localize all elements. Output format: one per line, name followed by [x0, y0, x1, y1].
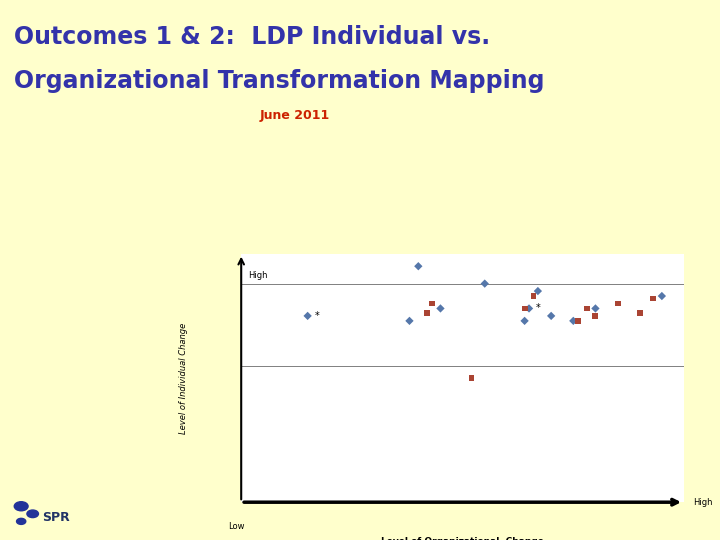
Point: [426, 299, 437, 308]
Circle shape: [27, 510, 38, 517]
Text: High: High: [693, 498, 712, 507]
Text: High: High: [248, 271, 267, 280]
Point: [532, 287, 544, 295]
Text: Outcomes 1 & 2:  LDP Individual vs.: Outcomes 1 & 2: LDP Individual vs.: [14, 25, 490, 49]
Point: [404, 316, 415, 325]
Point: [528, 292, 539, 300]
Point: [590, 312, 601, 320]
Point: [302, 312, 313, 320]
Point: [656, 292, 667, 300]
Circle shape: [17, 518, 26, 524]
Point: [421, 309, 433, 318]
Point: [634, 309, 646, 318]
Point: [612, 299, 624, 308]
Point: [435, 304, 446, 313]
Point: [590, 304, 601, 313]
Text: Level of Individual Change: Level of Individual Change: [179, 322, 188, 434]
Text: *: *: [314, 311, 319, 321]
Point: [647, 294, 659, 303]
Circle shape: [14, 502, 28, 511]
Point: [572, 316, 583, 325]
Text: Organizational Transformation Mapping: Organizational Transformation Mapping: [14, 70, 545, 93]
Point: [466, 374, 477, 382]
Text: *: *: [536, 303, 541, 313]
Point: [546, 312, 557, 320]
Point: [567, 316, 579, 325]
Point: [413, 262, 424, 271]
Text: Level of Organizational  Change: Level of Organizational Change: [381, 537, 544, 540]
Point: [519, 304, 531, 313]
Text: Low: Low: [228, 522, 244, 531]
Text: SPR: SPR: [42, 511, 71, 524]
Point: [581, 304, 593, 313]
Point: [519, 316, 531, 325]
Point: [523, 304, 535, 313]
Text: March 2012: March 2012: [441, 267, 523, 280]
Point: [479, 279, 490, 288]
Text: June 2011: June 2011: [260, 110, 330, 123]
